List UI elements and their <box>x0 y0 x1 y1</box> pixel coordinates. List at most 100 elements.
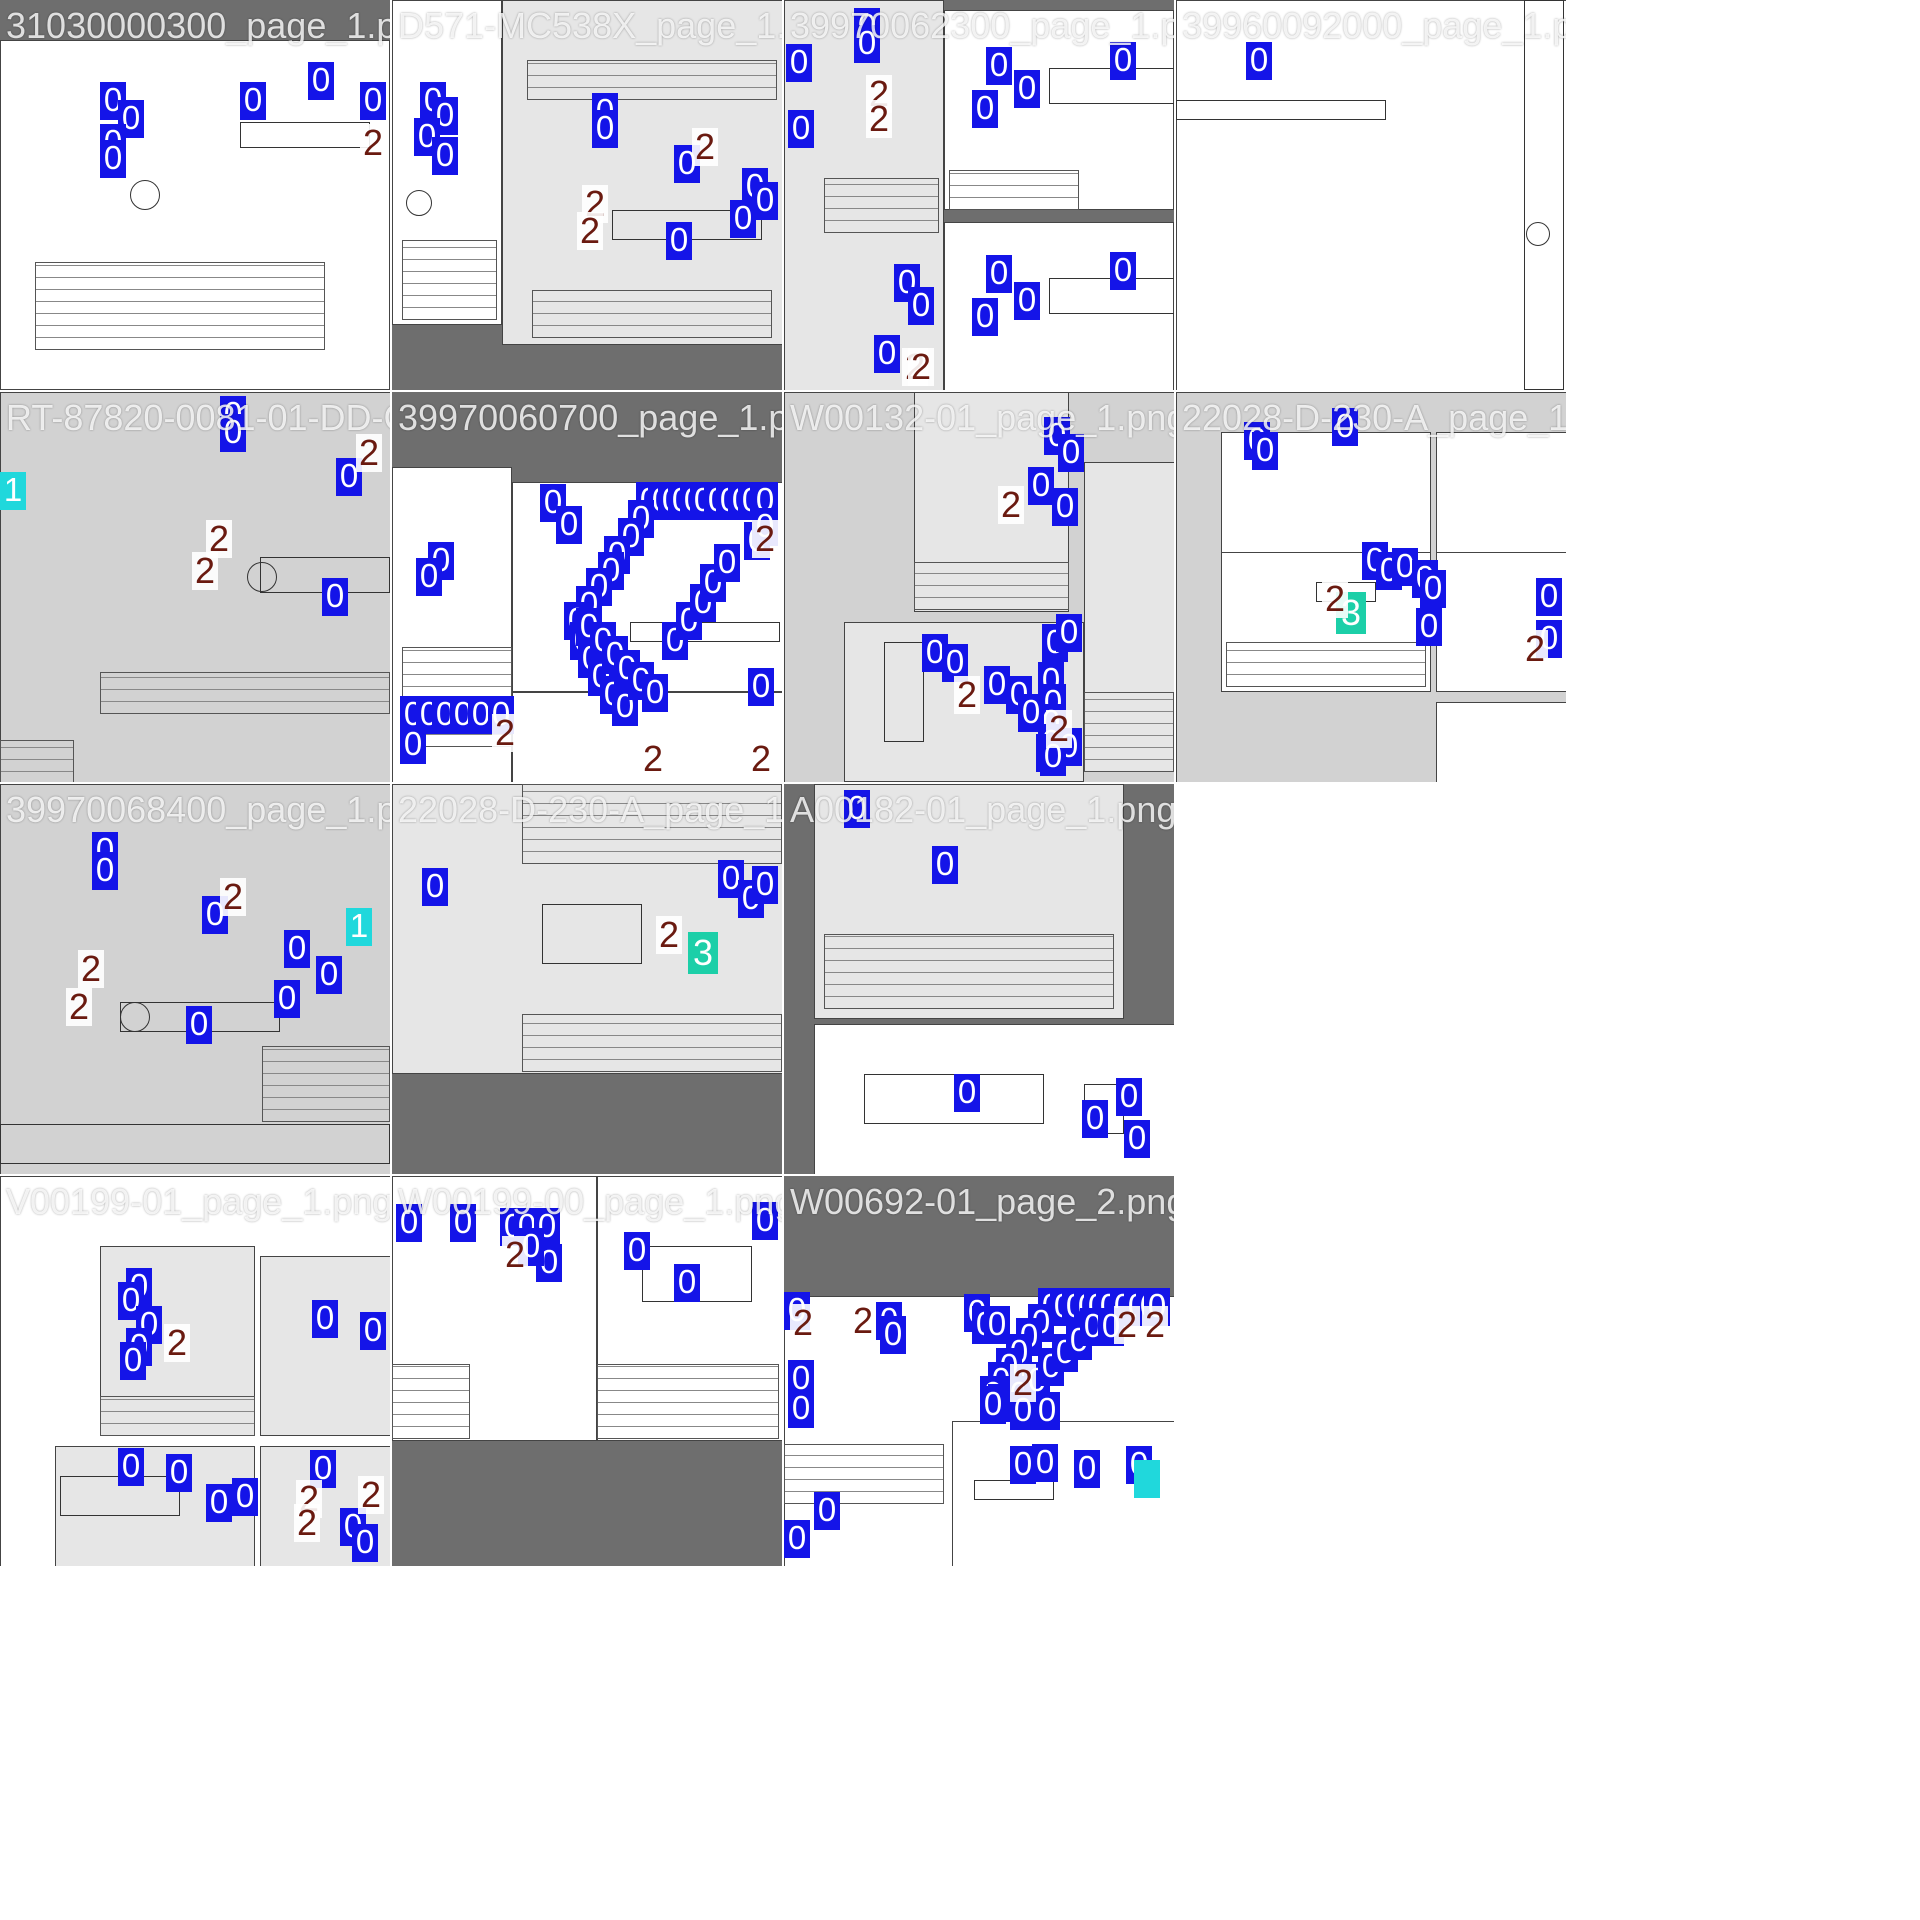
class-1-label: 1 <box>346 908 372 946</box>
class-0-label: 0 <box>942 644 968 682</box>
class-0-label: 0 <box>1252 432 1278 470</box>
class-0-label: 0 <box>752 866 778 904</box>
class-0-label: 0 <box>1110 42 1136 80</box>
title-block <box>784 1444 944 1504</box>
mosaic-tile <box>1176 784 1566 1174</box>
tile-filename: 39970060700_page_1.png <box>398 397 782 438</box>
class-0-label: 0 <box>1034 1392 1060 1430</box>
class-2-label: 2 <box>692 128 718 166</box>
drawing-outline <box>1526 222 1550 246</box>
class-0-label: 0 <box>1082 1100 1108 1138</box>
class-2-label: 2 <box>192 552 218 590</box>
class-0-label: 0 <box>986 47 1012 85</box>
class-0-label: 0 <box>980 1386 1006 1424</box>
class-0-label: 0 <box>788 1390 814 1428</box>
class-0-label: 0 <box>788 110 814 148</box>
class-0-label: 0 <box>784 1520 810 1558</box>
mosaic-tile: W00199-00_page_1.png 0 0 0 0 0 0 0 0 0 0 2 <box>392 1176 782 1566</box>
class-3-label: 3 <box>688 932 718 974</box>
class-0-label: 0 <box>714 544 740 582</box>
class-0-label: 0 <box>1246 42 1272 80</box>
mosaic-tile: 39970060700_page_1.png000000000000000000… <box>392 392 782 782</box>
class-0-label: 0 <box>752 182 778 220</box>
class-0-label: 0 <box>308 62 334 100</box>
class-0-label: 0 <box>422 868 448 906</box>
class-0-label: 0 <box>100 140 126 178</box>
class-0-label: 0 <box>322 578 348 616</box>
class-0-label: 0 <box>788 1360 814 1398</box>
drawing-outline <box>630 622 780 642</box>
title-block <box>914 562 1069 610</box>
class-2-label: 2 <box>748 740 774 778</box>
class-0-label: 0 <box>120 1342 146 1380</box>
class-0-label: 0 <box>844 790 870 828</box>
class-0-label: 0 <box>1018 694 1044 732</box>
title-block <box>824 178 939 233</box>
class-0-label: 0 <box>592 110 618 148</box>
drawing-outline <box>884 642 924 742</box>
mosaic-tile: 22028-D-230-A_page_1.png000032 <box>392 784 782 1174</box>
title-block <box>1084 692 1174 772</box>
class-2-label: 2 <box>220 878 246 916</box>
class-1-label <box>1134 1460 1160 1498</box>
class-0-label: 0 <box>1010 1446 1036 1484</box>
class-0-label: 0 <box>1124 1120 1150 1158</box>
drawing-sheet <box>502 0 782 345</box>
class-0-label: 0 <box>360 82 386 120</box>
drawing-outline <box>0 1124 390 1164</box>
class-0-label: 0 <box>396 1204 422 1242</box>
class-0-label: 0 <box>1416 608 1442 646</box>
class-0-label: 0 <box>730 200 756 238</box>
class-0-label: 0 <box>880 1316 906 1354</box>
class-0-label: 0 <box>1056 614 1082 652</box>
class-2-label: 2 <box>356 434 382 472</box>
drawing-outline <box>130 180 160 210</box>
title-block <box>532 290 772 338</box>
class-0-label: 0 <box>206 1484 232 1522</box>
class-0-label: 0 <box>972 90 998 128</box>
class-0-label: 0 <box>984 1306 1010 1344</box>
class-0-label: 0 <box>1536 578 1562 616</box>
class-0-label: 0 <box>166 1454 192 1492</box>
title-block <box>824 934 1114 1009</box>
class-0-label: 0 <box>984 666 1010 704</box>
class-0-label: 0 <box>674 1264 700 1302</box>
class-0-label: 0 <box>450 1204 476 1242</box>
class-2-label: 2 <box>492 714 518 752</box>
tile-filename: W00692-01_page_2.png <box>790 1181 1174 1222</box>
mosaic-tile <box>1176 1176 1566 1566</box>
class-2-label: 2 <box>1142 1306 1168 1344</box>
class-0-label: 0 <box>1420 570 1446 608</box>
class-0-label: 0 <box>220 414 246 452</box>
title-block <box>35 262 325 350</box>
class-0-label: 0 <box>432 137 458 175</box>
class-2-label: 2 <box>1010 1364 1036 1402</box>
class-2-label: 2 <box>656 916 682 954</box>
class-2-label: 2 <box>78 950 104 988</box>
class-0-label: 0 <box>556 506 582 544</box>
class-2-label: 2 <box>66 988 92 1026</box>
class-0-label: 0 <box>1028 467 1054 505</box>
class-2-label: 2 <box>206 520 232 558</box>
class-0-label: 0 <box>360 1312 386 1350</box>
title-block <box>527 60 777 100</box>
class-0-label: 0 <box>1058 434 1084 472</box>
class-2-label: 2 <box>294 1504 320 1542</box>
class-0-label: 0 <box>118 1448 144 1486</box>
mosaic-tile: 39970062300_page_1.png000000000000000222… <box>784 0 1174 390</box>
class-2-label: 2 <box>358 1476 384 1514</box>
class-0-label: 0 <box>1116 1078 1142 1116</box>
class-0-label: 0 <box>1052 488 1078 526</box>
class-0-label: 0 <box>932 846 958 884</box>
class-2-label: 2 <box>908 348 934 386</box>
class-0-label: 0 <box>1080 1308 1106 1346</box>
class-0-label: 0 <box>1110 252 1136 290</box>
class-0-label: 0 <box>352 1524 378 1562</box>
class-0-label: 0 <box>92 852 118 890</box>
class-0-label: 0 <box>986 255 1012 293</box>
class-0-label: 0 <box>416 558 442 596</box>
title-block <box>100 672 390 714</box>
